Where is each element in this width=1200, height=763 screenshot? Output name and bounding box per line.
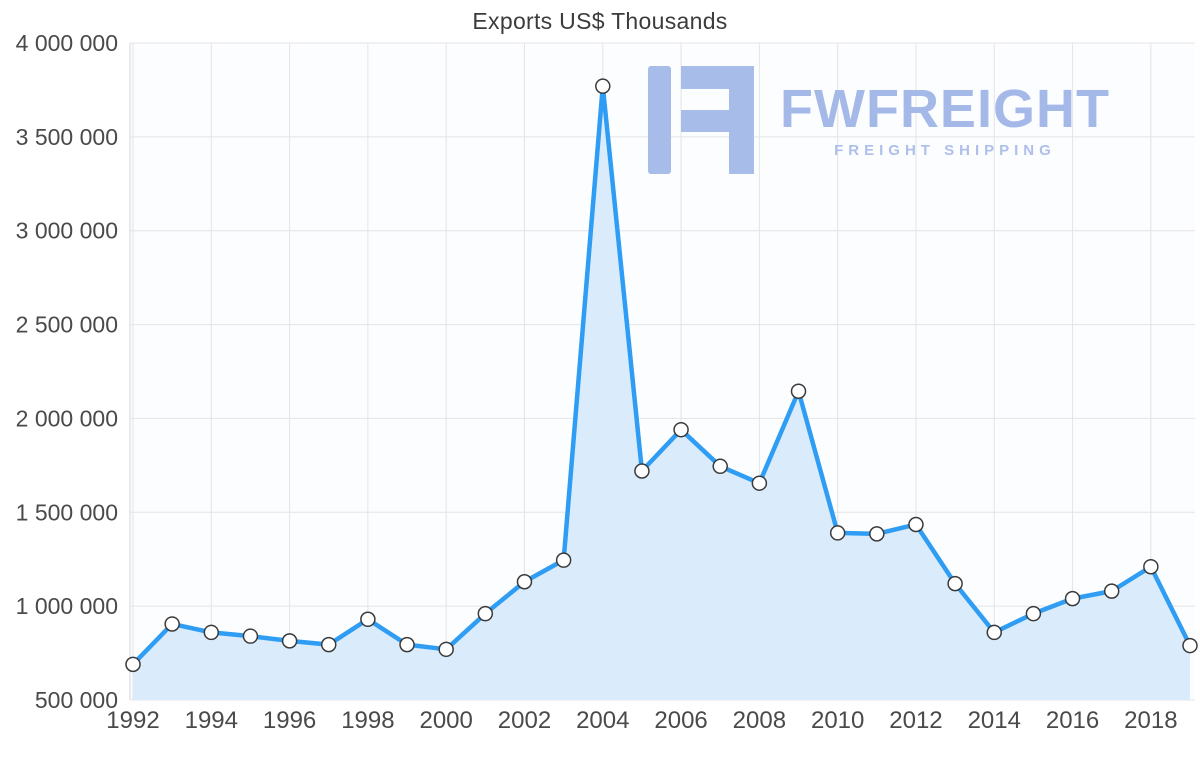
svg-text:1992: 1992 (106, 707, 159, 734)
svg-text:2012: 2012 (889, 707, 942, 734)
svg-text:2002: 2002 (498, 707, 551, 734)
svg-text:2010: 2010 (811, 707, 864, 734)
svg-text:2018: 2018 (1124, 707, 1177, 734)
svg-text:2006: 2006 (654, 707, 707, 734)
svg-text:2008: 2008 (733, 707, 786, 734)
svg-text:1 000 000: 1 000 000 (16, 593, 118, 619)
svg-text:1 500 000: 1 500 000 (16, 499, 118, 525)
svg-text:1996: 1996 (263, 707, 316, 734)
svg-text:4 000 000: 4 000 000 (16, 30, 118, 56)
svg-text:1998: 1998 (341, 707, 394, 734)
svg-text:2000: 2000 (419, 707, 472, 734)
svg-text:3 000 000: 3 000 000 (16, 218, 118, 244)
svg-text:2004: 2004 (576, 707, 629, 734)
svg-text:2 500 000: 2 500 000 (16, 312, 118, 338)
svg-text:2 000 000: 2 000 000 (16, 405, 118, 431)
svg-text:500 000: 500 000 (35, 687, 118, 713)
chart-title: Exports US$ Thousands (472, 8, 728, 34)
svg-text:2016: 2016 (1046, 707, 1099, 734)
svg-text:3 500 000: 3 500 000 (16, 124, 118, 150)
svg-text:2014: 2014 (968, 707, 1021, 734)
svg-text:1994: 1994 (185, 707, 238, 734)
